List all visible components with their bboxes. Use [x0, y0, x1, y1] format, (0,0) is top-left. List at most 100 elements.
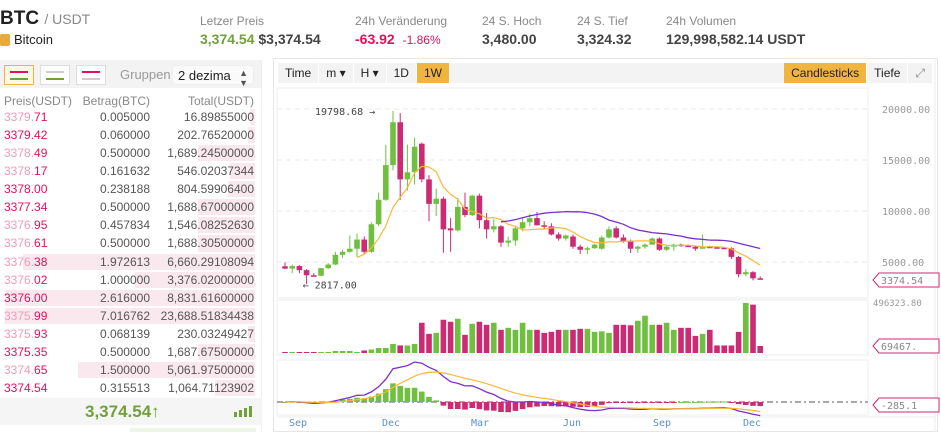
macd-histogram-bar — [455, 402, 461, 410]
macd-histogram-bar — [721, 401, 727, 403]
macd-histogram-bar — [383, 389, 389, 402]
ask-row[interactable]: 3379.71 0.005000 16.89855000 — [0, 108, 261, 126]
volume-bar — [656, 324, 663, 353]
ask-row[interactable]: 3376.95 0.457834 1,546.08252630 — [0, 216, 261, 234]
candle-body — [433, 198, 439, 204]
pair-title: BTC / USDT — [0, 8, 90, 30]
interval-hours[interactable]: H ▾ — [354, 63, 387, 83]
ask-row[interactable]: 3378.00 0.238188 804.59906400 — [0, 180, 261, 198]
macd-histogram-bar — [599, 402, 605, 405]
price-tick-label: 20000.00 — [882, 105, 930, 116]
volume-bar — [368, 349, 375, 353]
volume-bar — [671, 329, 677, 353]
depth-bar — [22, 253, 255, 270]
ask-row[interactable]: 3376.02 1.000000 3,376.02000000 — [0, 271, 261, 289]
ask-row[interactable]: 3376.00 2.616000 8,831.61600000 — [0, 289, 261, 307]
ask-row[interactable]: 3376.38 1.972613 6,660.29108094 — [0, 253, 261, 271]
volume-bar — [426, 333, 432, 353]
depth-bar — [247, 127, 255, 144]
candle-body — [383, 165, 389, 200]
last-price-bar: 3,374.54↑ — [0, 398, 262, 425]
macd-histogram-bar — [743, 402, 749, 405]
ask-row[interactable]: 3375.93 0.068139 230.03249427 — [0, 325, 261, 343]
depth-bar — [227, 181, 255, 198]
volume-bar — [707, 329, 713, 353]
ask-total: 8,831.61600000 — [167, 290, 254, 305]
macd-histogram-bar — [433, 400, 439, 402]
candle-body — [541, 225, 547, 227]
order-book: Gruppen 2 dezima ▲ ▼ Preis(USDT) Betrag(BT… — [0, 60, 262, 432]
view-candlesticks[interactable]: Candlesticks — [784, 63, 868, 83]
orderbook-asks-icon — [82, 71, 100, 80]
macd-histogram-bar — [505, 402, 511, 413]
volume-bar — [462, 334, 468, 353]
view-both-button[interactable] — [4, 65, 34, 85]
depth-bar — [197, 343, 255, 360]
volume-bar — [325, 352, 331, 353]
view-bids-button[interactable] — [40, 65, 70, 85]
candle-body — [447, 228, 454, 231]
depth-bar — [5, 289, 255, 306]
volume-bar — [447, 321, 454, 353]
ask-row[interactable]: 3378.49 0.500000 1,689.24500000 — [0, 144, 261, 162]
ask-row[interactable]: 3375.99 7.016762 23,688.51834438 — [0, 307, 261, 325]
volume-tag-box — [872, 338, 940, 354]
ask-amount: 0.315513 — [99, 380, 150, 395]
ask-amount: 1.000000 — [99, 272, 150, 287]
volume-bar — [627, 325, 634, 353]
candle-body — [714, 247, 720, 249]
macd-pane — [276, 359, 869, 416]
volume-bar — [649, 324, 655, 353]
candle-body — [339, 251, 346, 255]
fullscreen-icon[interactable]: ⤢ — [908, 63, 933, 83]
macd-histogram-bar — [476, 402, 483, 410]
volume-bar — [469, 323, 475, 353]
ask-row[interactable]: 3374.65 1.500000 5,061.97500000 — [0, 361, 261, 379]
ask-row[interactable]: 3379.42 0.060000 202.76520000 — [0, 126, 261, 144]
ask-total: 202.76520000 — [177, 128, 254, 143]
candle-body — [563, 235, 569, 239]
volume-bar — [527, 329, 533, 353]
interval-minutes[interactable]: m ▾ — [319, 63, 354, 83]
group-select[interactable]: 2 dezima ▲ ▼ — [172, 65, 254, 88]
price-tick-label: 15000.00 — [882, 156, 930, 167]
depth-bar — [135, 271, 255, 288]
ask-row[interactable]: 3376.61 0.500000 1,688.30500000 — [0, 234, 261, 252]
ask-row[interactable]: 3378.17 0.161632 546.02037344 — [0, 162, 261, 180]
stat-value: 3,480.00 — [482, 31, 537, 47]
view-asks-button[interactable] — [76, 65, 106, 85]
interval-1w[interactable]: 1W — [416, 63, 450, 83]
col-price: Preis(USDT) — [4, 93, 72, 108]
interval-time[interactable]: Time — [278, 63, 320, 83]
volume-bar — [390, 343, 396, 353]
volume-bar — [721, 345, 727, 353]
interval-1d[interactable]: 1D — [387, 63, 417, 83]
ask-row[interactable]: 3377.34 0.500000 1,688.67000000 — [0, 198, 261, 216]
view-depth[interactable]: Tiefe — [867, 63, 909, 83]
ask-price: 3378.00 — [4, 182, 48, 197]
high-marker: 19798.68 → — [315, 107, 375, 118]
candle-body — [476, 195, 483, 221]
ask-row[interactable]: 3375.35 0.500000 1,687.67500000 — [0, 343, 261, 361]
candle-body — [570, 236, 576, 247]
ask-amount: 1.972613 — [99, 254, 150, 269]
candle-body — [390, 122, 396, 166]
ask-amount: 0.068139 — [99, 326, 150, 341]
stat-value-usd: $3,374.54 — [258, 31, 321, 47]
volume-bar — [584, 328, 591, 353]
ask-row[interactable]: 3374.54 0.315513 1,064.71123902 — [0, 379, 261, 397]
candle-body — [311, 275, 317, 277]
order-book-header: Preis(USDT) Betrag(BTC) Total(USDT) — [0, 88, 261, 108]
candle-body — [296, 266, 303, 271]
x-axis-label: Sep — [653, 418, 671, 429]
stat-24h-low: 24 S. Tief 3,324.32 — [577, 14, 632, 47]
candle-body — [325, 264, 331, 269]
candle-body — [685, 245, 691, 248]
macd-dea-line — [284, 371, 761, 413]
ask-total: 230.03249427 — [177, 326, 254, 341]
stat-24h-volume: 24h Volumen 129,998,582.14 USDT — [666, 14, 805, 47]
stat-value: -63.92 — [355, 31, 395, 47]
candle-body — [721, 247, 727, 250]
macd-histogram-bar — [404, 387, 411, 402]
